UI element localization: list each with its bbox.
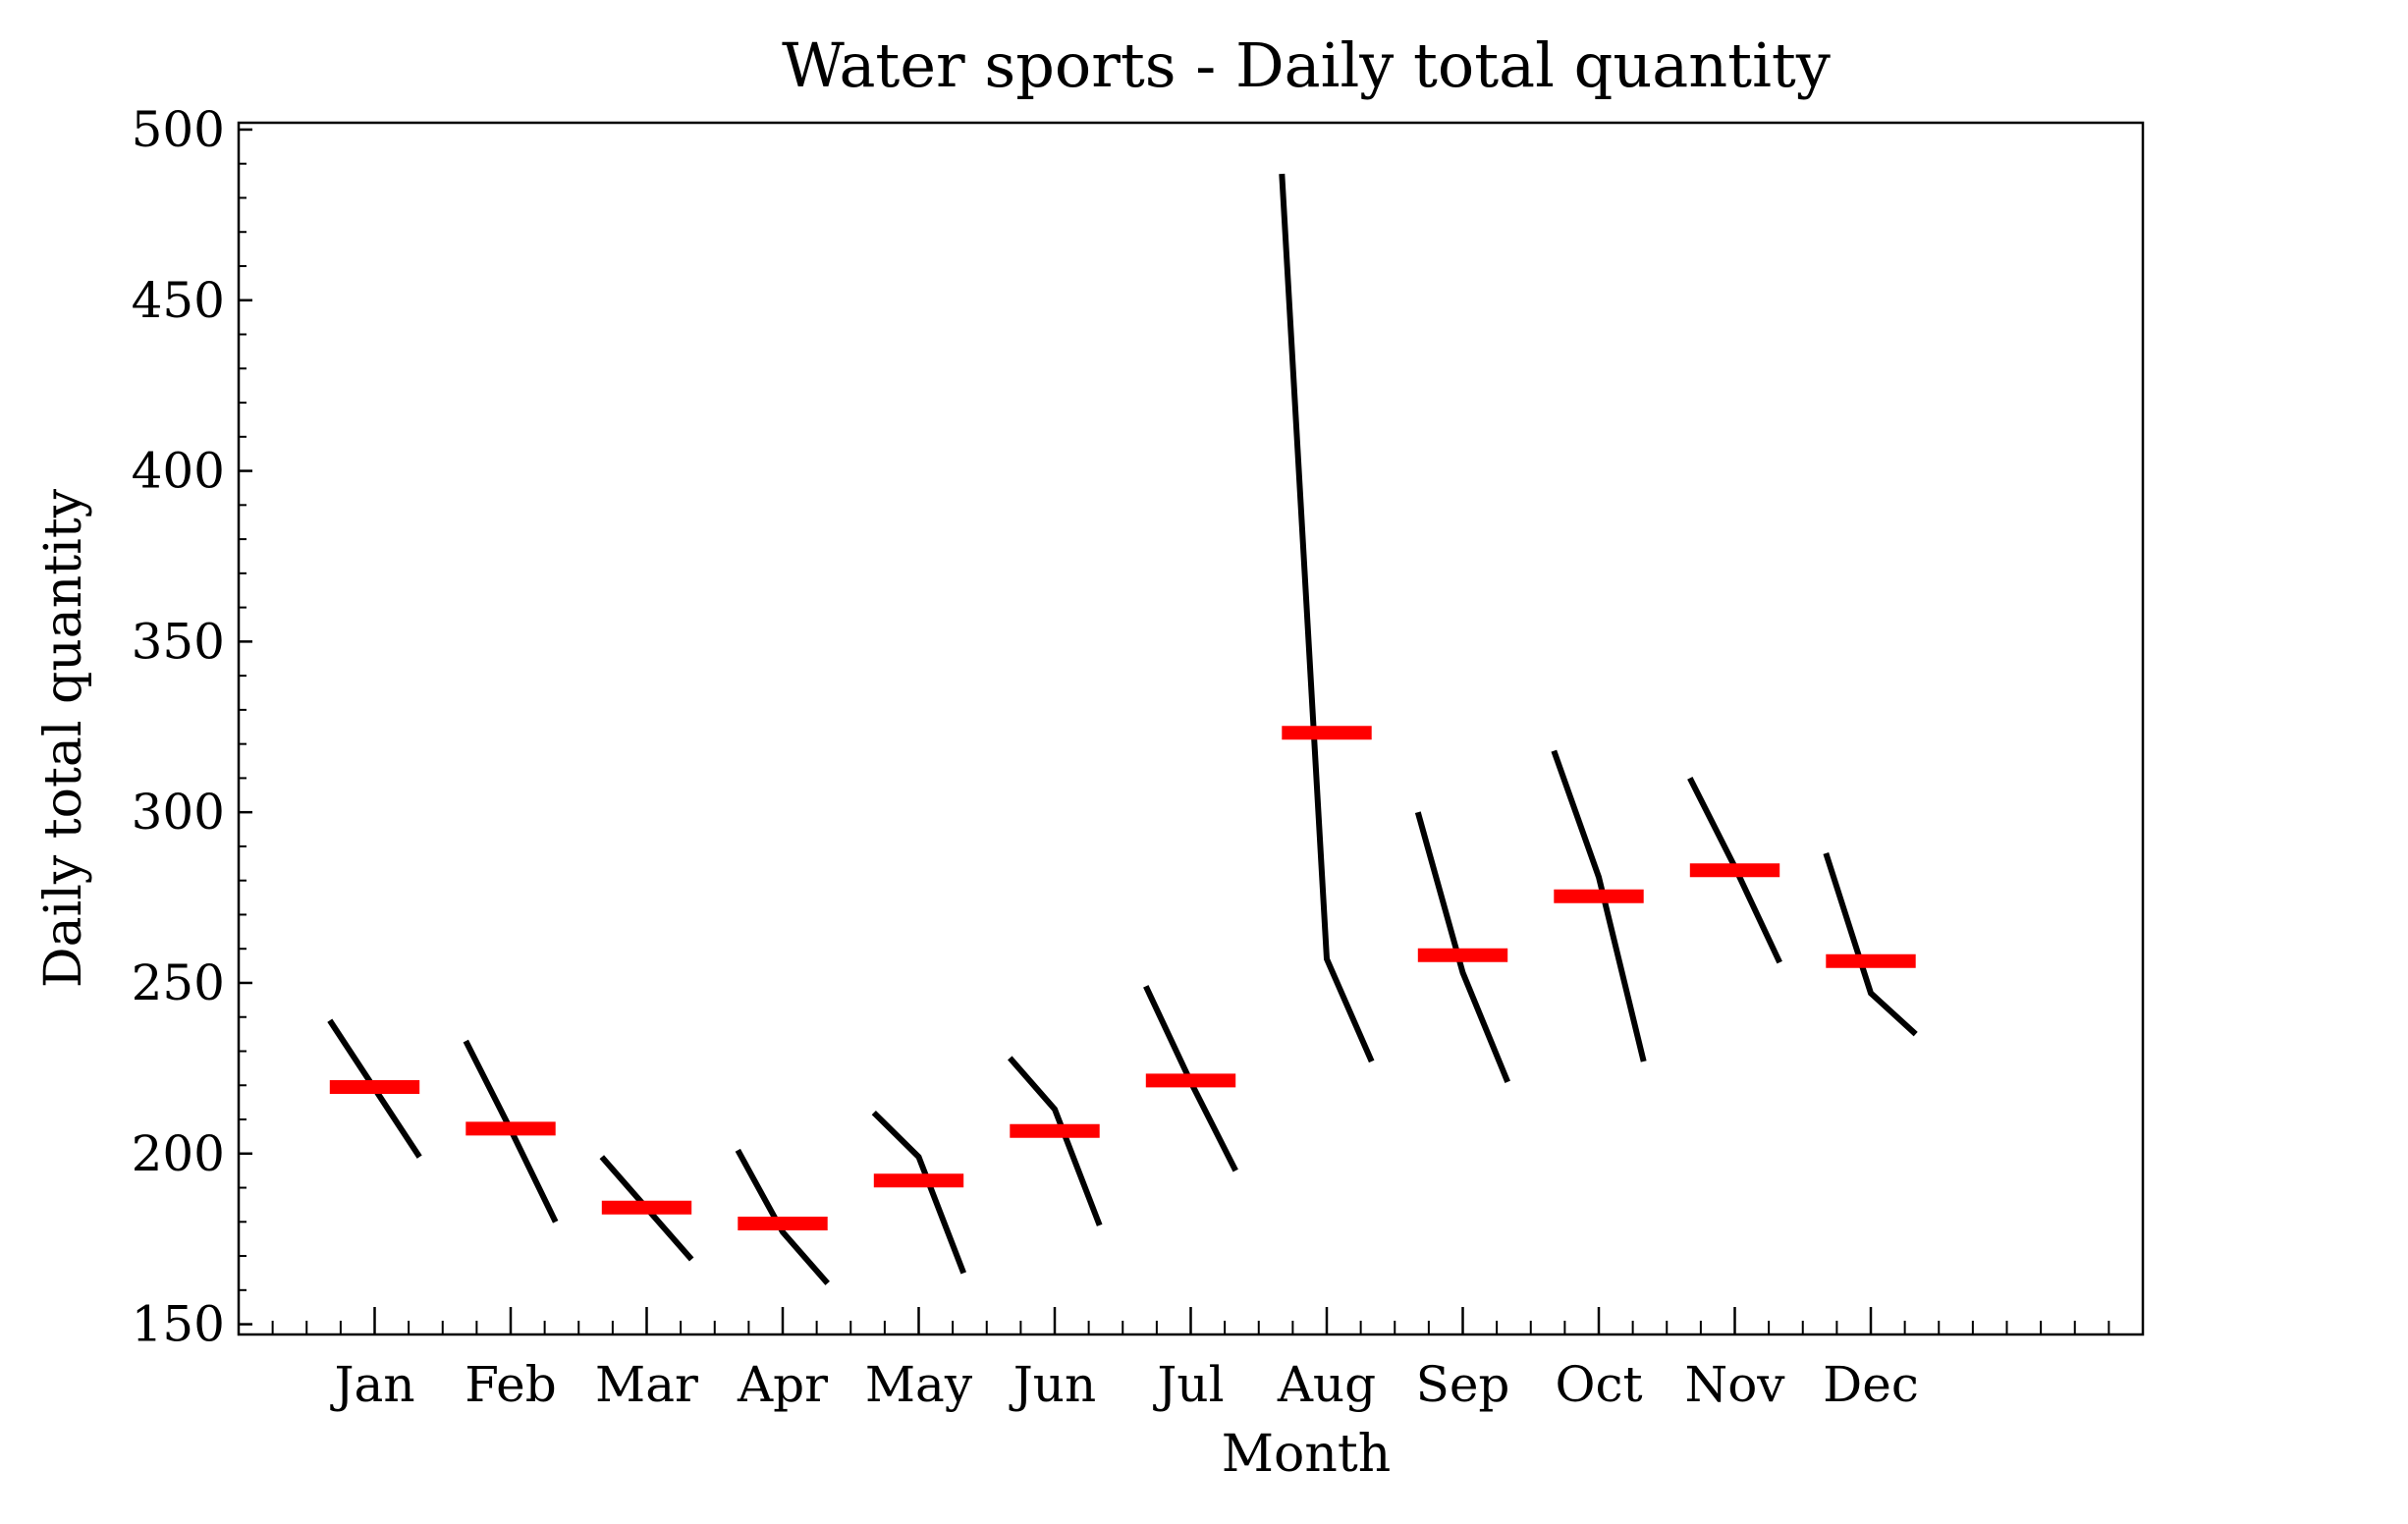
series-line-sep [1414, 811, 1510, 1083]
y-tick-label: 450 [132, 272, 225, 329]
x-tick-label-dec: Dec [1823, 1356, 1919, 1413]
series-line-aug [1279, 173, 1375, 1063]
series-line-oct [1551, 749, 1647, 1062]
x-tick-label-aug: Aug [1277, 1356, 1376, 1413]
x-tick-label-jul: Jul [1152, 1356, 1224, 1413]
x-tick-label-apr: Apr [737, 1356, 828, 1413]
x-tick-label-sep: Sep [1416, 1356, 1510, 1413]
series-line-dec [1823, 851, 1918, 1037]
y-tick-label: 200 [132, 1125, 225, 1182]
y-tick-label: 400 [132, 443, 225, 500]
x-tick-label-may: May [865, 1356, 973, 1413]
plot-marks [327, 173, 1918, 1285]
y-tick-label: 150 [132, 1296, 225, 1353]
x-axis-label: Month [1222, 1425, 1391, 1484]
x-tick-label-mar: Mar [595, 1356, 698, 1413]
x-tick-label-jan: Jan [329, 1356, 414, 1413]
series-line-jun [1008, 1056, 1103, 1226]
plot-frame [237, 121, 2145, 1336]
x-tick-label-jun: Jun [1009, 1356, 1096, 1413]
chart-title: Water sports - Daily total quantity [782, 29, 1831, 101]
y-tick-label: 500 [132, 101, 225, 158]
x-tick-label-feb: Feb [465, 1356, 557, 1413]
series-line-apr [735, 1148, 830, 1285]
y-tick-label: 300 [132, 784, 225, 841]
y-tick-label: 350 [132, 613, 225, 670]
x-tick-label-oct: Oct [1555, 1356, 1642, 1413]
x-tick-label-nov: Nov [1684, 1356, 1785, 1413]
y-tick-label: 250 [132, 954, 225, 1011]
axis-ticks: 150 200 250 300 350 400 450 500 Jan Feb Mar Apr May J… [132, 101, 2110, 1413]
y-axis-label: Daily total quantity [34, 488, 93, 988]
series-line-may [871, 1110, 966, 1275]
